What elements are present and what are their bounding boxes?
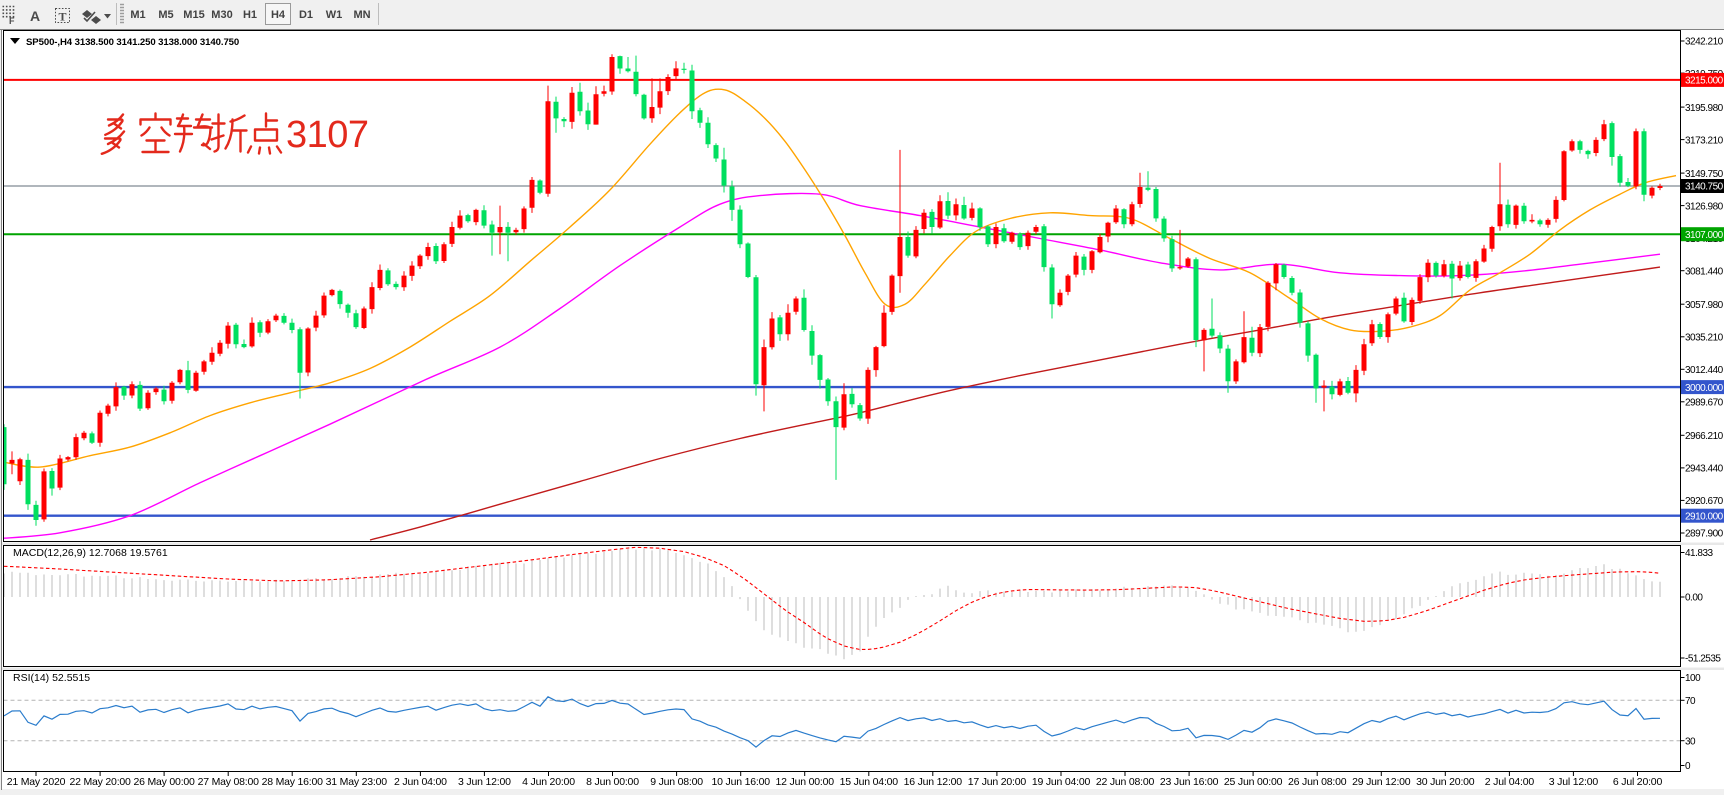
svg-text:3173.210: 3173.210 [1685,135,1724,146]
svg-text:2 Jul 04:00: 2 Jul 04:00 [1485,776,1535,788]
svg-text:3 Jul 12:00: 3 Jul 12:00 [1549,776,1599,788]
svg-text:D1: D1 [299,9,313,21]
svg-text:SP500-,H4 3138.500 3141.250 3: SP500-,H4 3138.500 3141.250 3138.000 314… [26,37,239,48]
svg-text:70: 70 [1685,696,1696,707]
svg-text:MACD(12,26,9) 12.7068 19.5761: MACD(12,26,9) 12.7068 19.5761 [13,547,168,559]
svg-text:F: F [9,16,15,26]
svg-text:27 May 08:00: 27 May 08:00 [198,776,260,788]
svg-text:2989.670: 2989.670 [1685,398,1724,409]
svg-text:6 Jul 20:00: 6 Jul 20:00 [1613,776,1663,788]
svg-text:29 Jun 12:00: 29 Jun 12:00 [1352,776,1411,788]
svg-text:100: 100 [1685,673,1701,684]
svg-text:26 May 00:00: 26 May 00:00 [133,776,195,788]
svg-text:3057.980: 3057.980 [1685,300,1724,311]
svg-text:28 May 16:00: 28 May 16:00 [262,776,324,788]
svg-text:3012.440: 3012.440 [1685,365,1724,376]
svg-text:M30: M30 [211,9,232,21]
svg-text:26 Jun 08:00: 26 Jun 08:00 [1288,776,1347,788]
svg-text:W1: W1 [326,9,343,21]
svg-text:T: T [59,10,67,24]
svg-text:2 Jun 04:00: 2 Jun 04:00 [394,776,447,788]
svg-text:0: 0 [1685,761,1691,772]
svg-text:2943.440: 2943.440 [1685,464,1724,475]
svg-text:3035.210: 3035.210 [1685,333,1724,344]
svg-text:30 Jun 20:00: 30 Jun 20:00 [1416,776,1475,788]
svg-text:M15: M15 [183,9,204,21]
svg-text:3107.000: 3107.000 [1685,230,1724,241]
svg-text:M5: M5 [158,9,173,21]
svg-text:0.00: 0.00 [1685,593,1703,604]
svg-text:-51.2535: -51.2535 [1685,654,1721,665]
svg-text:3140.750: 3140.750 [1685,182,1724,193]
svg-text:3 Jun 12:00: 3 Jun 12:00 [458,776,511,788]
svg-text:15 Jun 04:00: 15 Jun 04:00 [840,776,899,788]
svg-text:3215.000: 3215.000 [1685,76,1724,87]
svg-text:9 Jun 08:00: 9 Jun 08:00 [650,776,703,788]
svg-text:16 Jun 12:00: 16 Jun 12:00 [904,776,963,788]
svg-text:H4: H4 [271,9,286,21]
svg-text:2910.000: 2910.000 [1685,511,1724,522]
svg-text:A: A [30,8,40,24]
svg-text:12 Jun 00:00: 12 Jun 00:00 [776,776,835,788]
svg-text:21 May 2020: 21 May 2020 [7,776,66,788]
svg-text:30: 30 [1685,736,1696,747]
svg-text:25 Jun 00:00: 25 Jun 00:00 [1224,776,1283,788]
svg-text:3107: 3107 [286,114,369,156]
svg-text:10 Jun 16:00: 10 Jun 16:00 [712,776,771,788]
svg-text:3126.980: 3126.980 [1685,201,1724,212]
svg-text:8 Jun 00:00: 8 Jun 00:00 [586,776,639,788]
svg-text:3195.980: 3195.980 [1685,103,1724,114]
svg-text:3000.000: 3000.000 [1685,383,1724,394]
svg-text:23 Jun 16:00: 23 Jun 16:00 [1160,776,1219,788]
svg-text:17 Jun 20:00: 17 Jun 20:00 [968,776,1027,788]
svg-text:2966.210: 2966.210 [1685,431,1724,442]
svg-text:H1: H1 [243,9,257,21]
svg-text:RSI(14) 52.5515: RSI(14) 52.5515 [13,672,90,684]
svg-text:2897.900: 2897.900 [1685,529,1724,540]
svg-text:2920.670: 2920.670 [1685,496,1724,507]
svg-text:MN: MN [353,9,370,21]
svg-text:3081.440: 3081.440 [1685,266,1724,277]
svg-text:M1: M1 [130,9,145,21]
svg-text:22 May 20:00: 22 May 20:00 [69,776,131,788]
svg-text:4 Jun 20:00: 4 Jun 20:00 [522,776,575,788]
svg-text:19 Jun 04:00: 19 Jun 04:00 [1032,776,1091,788]
svg-text:3242.210: 3242.210 [1685,37,1724,48]
svg-text:3149.750: 3149.750 [1685,169,1724,180]
svg-text:31 May 23:00: 31 May 23:00 [326,776,388,788]
svg-text:41.833: 41.833 [1685,548,1714,559]
svg-text:22 Jun 08:00: 22 Jun 08:00 [1096,776,1155,788]
